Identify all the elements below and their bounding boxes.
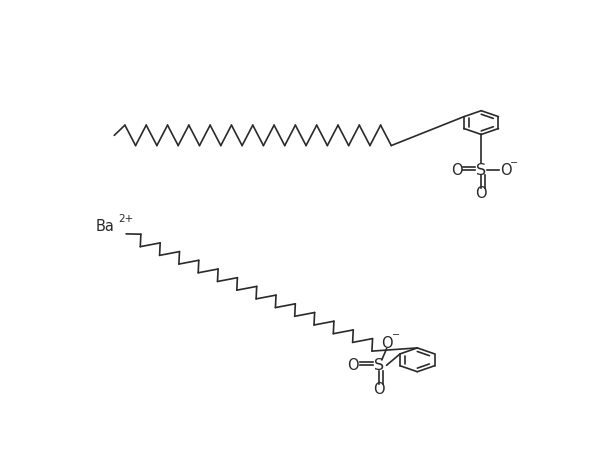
Text: Ba: Ba (95, 219, 114, 234)
Text: O: O (348, 358, 359, 373)
Text: S: S (476, 163, 486, 178)
Text: O: O (381, 336, 392, 351)
Text: S: S (375, 358, 384, 373)
Text: O: O (373, 382, 386, 397)
Text: 2+: 2+ (118, 214, 133, 224)
Text: O: O (500, 163, 511, 178)
Text: −: − (510, 158, 519, 168)
Text: O: O (475, 186, 487, 201)
Text: O: O (451, 163, 463, 178)
Text: −: − (392, 330, 400, 340)
